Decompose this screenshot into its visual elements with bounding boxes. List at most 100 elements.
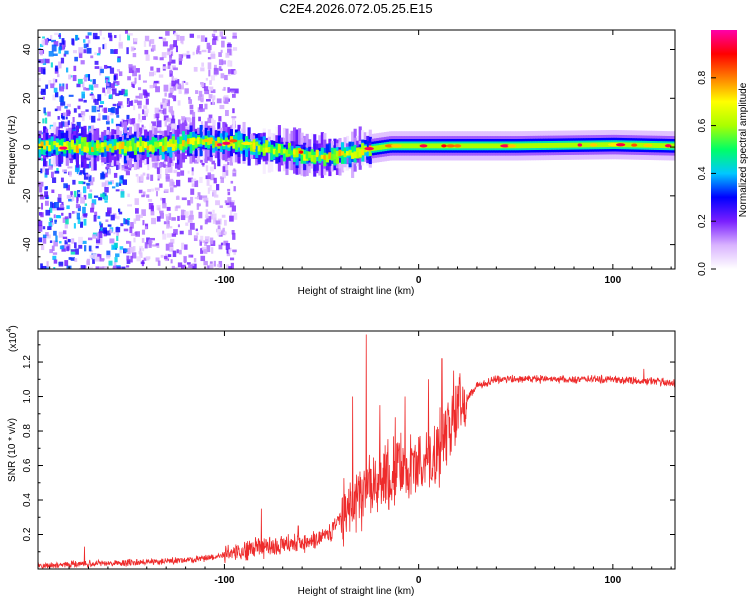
- ridge-band-cell: [606, 142, 610, 148]
- ridge-band-cell: [366, 147, 370, 157]
- noise-speckle: [209, 86, 214, 89]
- noise-speckle: [111, 106, 116, 114]
- noise-speckle: [64, 244, 68, 247]
- colorbar-tick-label: 0.2: [697, 214, 708, 228]
- noise-speckle: [169, 88, 174, 93]
- noise-speckle: [200, 94, 204, 102]
- noise-speckle: [83, 99, 87, 103]
- noise-speckle: [75, 248, 79, 255]
- noise-speckle: [135, 173, 139, 177]
- noise-speckle: [200, 225, 203, 230]
- ridge-band-cell: [96, 144, 100, 148]
- noise-speckle: [232, 169, 237, 177]
- ridge-band-cell: [550, 142, 554, 148]
- ridge-band-cell: [202, 139, 206, 145]
- ridge-band-cell: [298, 147, 302, 154]
- noise-speckle: [130, 268, 136, 269]
- noise-speckle: [92, 253, 97, 260]
- noise-speckle: [230, 262, 234, 269]
- noise-speckle: [224, 200, 228, 204]
- noise-speckle: [58, 193, 62, 198]
- colorbar-tick-label: 0.6: [697, 118, 708, 132]
- ridge-band-cell: [568, 142, 572, 148]
- ridge-band-cell: [340, 151, 345, 156]
- ridge-band-cell: [169, 139, 173, 146]
- noise-speckle: [89, 93, 94, 96]
- noise-speckle: [205, 200, 209, 207]
- noise-speckle: [141, 229, 146, 235]
- noise-speckle: [126, 255, 130, 261]
- noise-speckle: [42, 237, 47, 244]
- noise-speckle: [44, 200, 49, 206]
- noise-speckle: [186, 262, 191, 265]
- ridge-band-cell: [401, 143, 405, 149]
- noise-speckle: [159, 210, 164, 214]
- noise-speckle: [223, 219, 227, 226]
- colorbar-tick-label: 0.8: [697, 70, 708, 84]
- ridge-band-cell: [255, 141, 259, 146]
- noise-speckle: [206, 179, 210, 186]
- ridge-band-cell: [136, 141, 140, 148]
- ridge-band-cell: [525, 143, 529, 149]
- ridge-band-cell: [320, 154, 324, 159]
- ridge-band-cell: [320, 147, 324, 161]
- noise-speckle: [157, 109, 162, 112]
- noise-speckle: [233, 213, 238, 220]
- noise-speckle: [68, 94, 74, 97]
- noise-speckle: [99, 101, 105, 105]
- noise-speckle: [127, 76, 131, 81]
- noise-speckle: [65, 67, 69, 73]
- ridge-band-cell: [204, 135, 208, 142]
- noise-speckle: [137, 105, 142, 109]
- noise-speckle: [176, 34, 180, 41]
- noise-speckle: [121, 266, 126, 269]
- noise-speckle: [188, 264, 193, 269]
- snr-multiplier-exp: 4: [6, 329, 13, 333]
- noise-speckle: [153, 114, 157, 119]
- noise-speckle: [181, 41, 184, 45]
- noise-speckle: [126, 47, 129, 55]
- noise-speckle: [102, 87, 106, 93]
- noise-speckle: [45, 209, 51, 216]
- noise-speckle: [159, 183, 163, 188]
- noise-speckle: [48, 51, 54, 57]
- noise-speckle: [115, 253, 120, 258]
- noise-speckle: [126, 240, 130, 244]
- noise-speckle: [185, 123, 190, 131]
- colorbar-tick-label: 0.4: [697, 166, 708, 180]
- noise-speckle: [160, 162, 165, 168]
- noise-speckle: [200, 67, 205, 72]
- noise-speckle: [60, 57, 65, 64]
- noise-speckle: [91, 199, 97, 205]
- noise-speckle: [97, 118, 101, 121]
- noise-speckle: [53, 240, 58, 247]
- noise-speckle: [183, 92, 188, 95]
- noise-speckle: [210, 89, 216, 94]
- noise-speckle: [143, 257, 147, 261]
- noise-speckle: [186, 54, 191, 59]
- noise-speckle: [53, 201, 59, 209]
- noise-speckle: [56, 207, 61, 211]
- noise-speckle: [107, 224, 112, 227]
- noise-speckle: [86, 47, 92, 54]
- noise-speckle: [227, 42, 231, 45]
- noise-speckle: [209, 237, 214, 245]
- noise-speckle: [67, 120, 70, 126]
- ridge-band-cell: [232, 143, 236, 149]
- ridge-band-cell: [651, 142, 655, 148]
- noise-speckle: [53, 87, 58, 93]
- noise-speckle: [137, 119, 143, 123]
- noise-speckle: [202, 195, 208, 199]
- noise-speckle: [110, 214, 115, 221]
- noise-speckle: [126, 259, 131, 264]
- ridge-band-cell: [80, 141, 85, 150]
- noise-speckle: [173, 67, 178, 71]
- noise-speckle: [114, 35, 117, 39]
- ridge-band-cell: [378, 144, 382, 150]
- noise-speckle: [209, 166, 214, 172]
- noise-speckle: [102, 44, 105, 50]
- ridge-band-cell: [58, 139, 62, 151]
- ridge-hotspot: [241, 141, 253, 146]
- noise-speckle: [145, 92, 150, 97]
- noise-speckle: [40, 212, 44, 218]
